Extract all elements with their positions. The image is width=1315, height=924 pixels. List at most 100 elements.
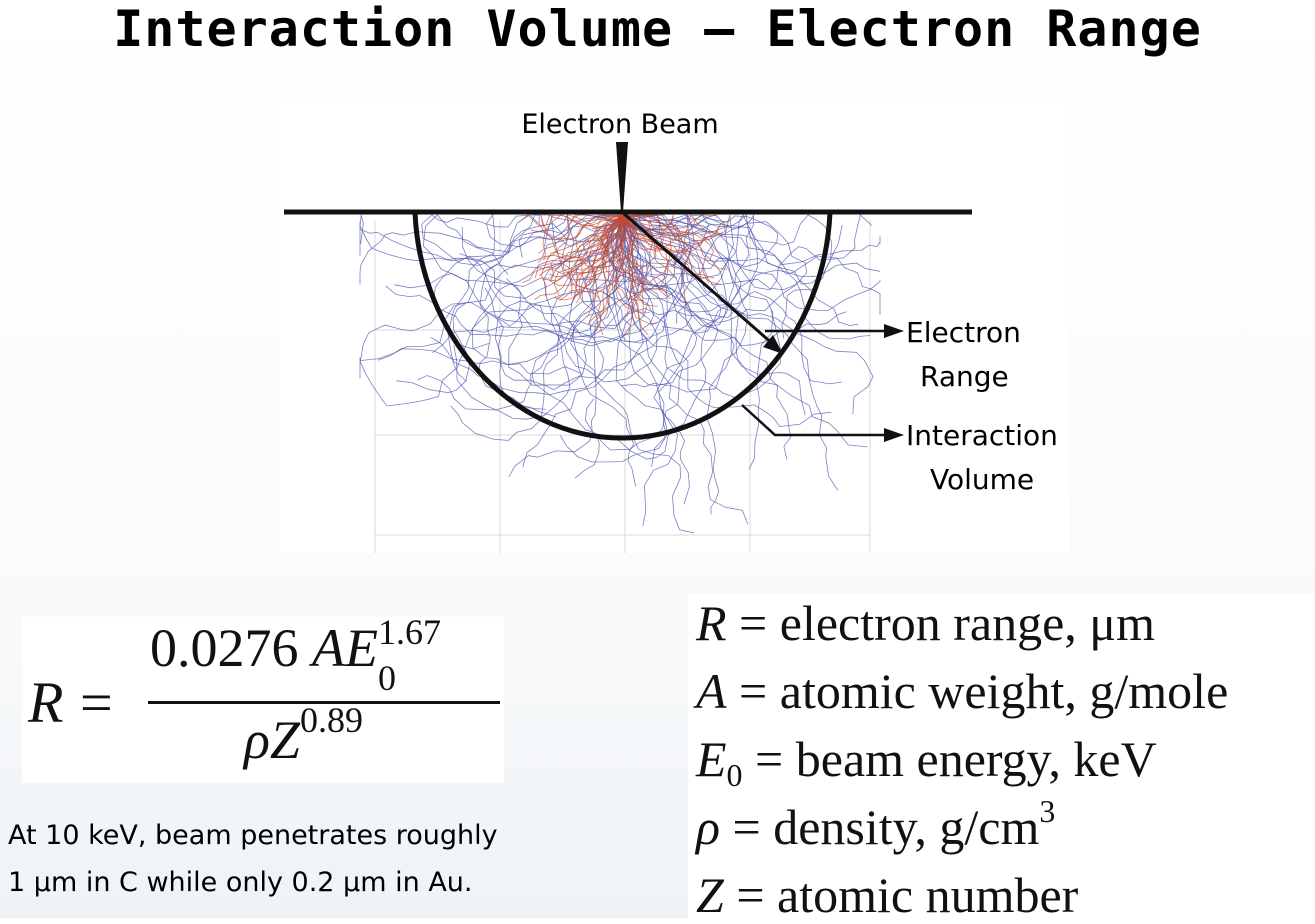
definition-text: = density, g/cm xyxy=(732,799,1040,855)
electron-track xyxy=(622,215,636,336)
electron-track xyxy=(624,214,881,266)
equation-fraction-bar xyxy=(148,701,500,704)
electron-beam-label: Electron Beam xyxy=(521,109,718,140)
range-arrowhead xyxy=(763,335,783,354)
electron-track xyxy=(522,217,624,284)
electron-track xyxy=(620,214,881,311)
electron-track xyxy=(421,214,622,266)
electron-track xyxy=(601,216,644,301)
electron-track xyxy=(540,214,623,241)
equation-denominator: ρZ0.89 xyxy=(244,700,363,771)
electron-track xyxy=(622,215,722,286)
electron-beam-spike xyxy=(616,142,628,212)
electron-track xyxy=(540,217,622,297)
range-arrow-line xyxy=(621,210,775,347)
equation-e-scripts: 1.67 0 xyxy=(378,612,441,698)
equation-lhs: R xyxy=(28,670,64,735)
definition-row: R = electron range, μm xyxy=(696,594,1155,652)
diagram-svg: Electron Beam Electron Range Interaction… xyxy=(284,109,1058,553)
definition-row: E0 = beam energy, keV xyxy=(696,730,1157,793)
interaction-volume-pointer xyxy=(741,404,885,437)
definition-row: Z = atomic number xyxy=(696,866,1078,924)
electron-track xyxy=(619,214,872,291)
electron-range-pointer-head xyxy=(884,324,904,338)
interaction-volume-label-line2: Volume xyxy=(930,463,1034,496)
electron-track xyxy=(544,214,624,260)
electron-track xyxy=(619,218,842,385)
interaction-volume-label-line1: Interaction xyxy=(906,419,1058,452)
definition-row: A = atomic weight, g/mole xyxy=(696,662,1228,720)
equation-z-exponent: 0.89 xyxy=(299,700,363,740)
interaction-volume-outline xyxy=(412,211,833,441)
electron-track xyxy=(624,214,839,491)
electron-track xyxy=(543,216,658,383)
electron-range-label-line2: Range xyxy=(920,360,1009,393)
electron-track xyxy=(584,214,684,451)
electron-track xyxy=(621,214,749,393)
electron-track xyxy=(559,218,668,463)
electron-track xyxy=(624,216,781,399)
electron-track xyxy=(619,214,833,339)
electron-track xyxy=(450,217,625,441)
electron-track xyxy=(620,216,658,325)
equation-e-subscript: 0 xyxy=(378,658,396,698)
note-line-1: At 10 keV, beam penetrates roughly xyxy=(8,820,498,851)
electron-track xyxy=(396,218,623,394)
definition-text: = atomic number xyxy=(736,867,1079,923)
electron-track xyxy=(359,214,626,299)
electron-track xyxy=(453,216,622,420)
electron-track xyxy=(601,216,655,278)
electron-track xyxy=(593,217,625,333)
slide-title: Interaction Volume – Electron Range xyxy=(113,0,1202,58)
electron-track xyxy=(588,214,623,284)
equation-equals: = xyxy=(80,670,113,735)
electron-track xyxy=(621,218,728,270)
definition-symbol: Z xyxy=(696,867,724,923)
electron-track xyxy=(570,218,624,299)
electron-track xyxy=(359,214,624,285)
electron-track xyxy=(622,214,672,290)
electron-range-label-line1: Electron xyxy=(906,316,1021,349)
definition-text: = beam energy, keV xyxy=(755,731,1157,787)
equation-var-e: E xyxy=(345,618,378,678)
electron-track xyxy=(623,217,881,315)
electron-track xyxy=(599,218,625,336)
electron-track xyxy=(359,217,623,379)
equation-numerator: 0.0276 AE 1.67 0 xyxy=(150,612,441,698)
electron-track xyxy=(621,214,749,525)
electron-track xyxy=(553,215,624,295)
electron-track xyxy=(550,214,625,282)
definition-symbol: A xyxy=(696,663,727,719)
electron-track xyxy=(602,215,645,316)
electron-track xyxy=(621,214,868,448)
definition-symbol: ρ xyxy=(696,799,720,855)
equation-rho: ρ xyxy=(244,710,270,770)
equation-e-exponent: 1.67 xyxy=(378,612,441,652)
electron-track xyxy=(533,216,623,301)
electron-track xyxy=(548,214,624,286)
electron-range-equation: R = 0.0276 AE 1.67 0 ρZ0.89 xyxy=(22,612,504,783)
electron-track xyxy=(604,215,671,300)
electron-track xyxy=(359,214,620,263)
electron-track xyxy=(603,215,629,319)
equation-var-z: Z xyxy=(269,710,300,770)
electron-track xyxy=(378,216,622,366)
electron-track xyxy=(417,218,625,411)
variable-definitions: R = electron range, μm A = atomic weight… xyxy=(688,594,1315,923)
electron-track xyxy=(623,218,735,515)
electron-track xyxy=(624,214,718,250)
definition-text: = electron range, μm xyxy=(739,595,1155,651)
equation-var-a: A xyxy=(312,618,345,678)
interaction-volume-diagram: Electron Beam Electron Range Interaction… xyxy=(280,105,1070,553)
electron-track xyxy=(616,218,722,460)
electron-track xyxy=(558,218,623,302)
electron-track xyxy=(622,215,686,303)
electron-track xyxy=(554,218,621,301)
electron-track xyxy=(461,217,668,343)
electron-track xyxy=(580,215,735,328)
definition-symbol: R xyxy=(696,595,727,651)
interaction-volume-pointer-head xyxy=(884,428,904,442)
definition-symbol: E xyxy=(696,731,727,787)
electron-track xyxy=(359,216,626,407)
electron-track xyxy=(542,214,620,261)
